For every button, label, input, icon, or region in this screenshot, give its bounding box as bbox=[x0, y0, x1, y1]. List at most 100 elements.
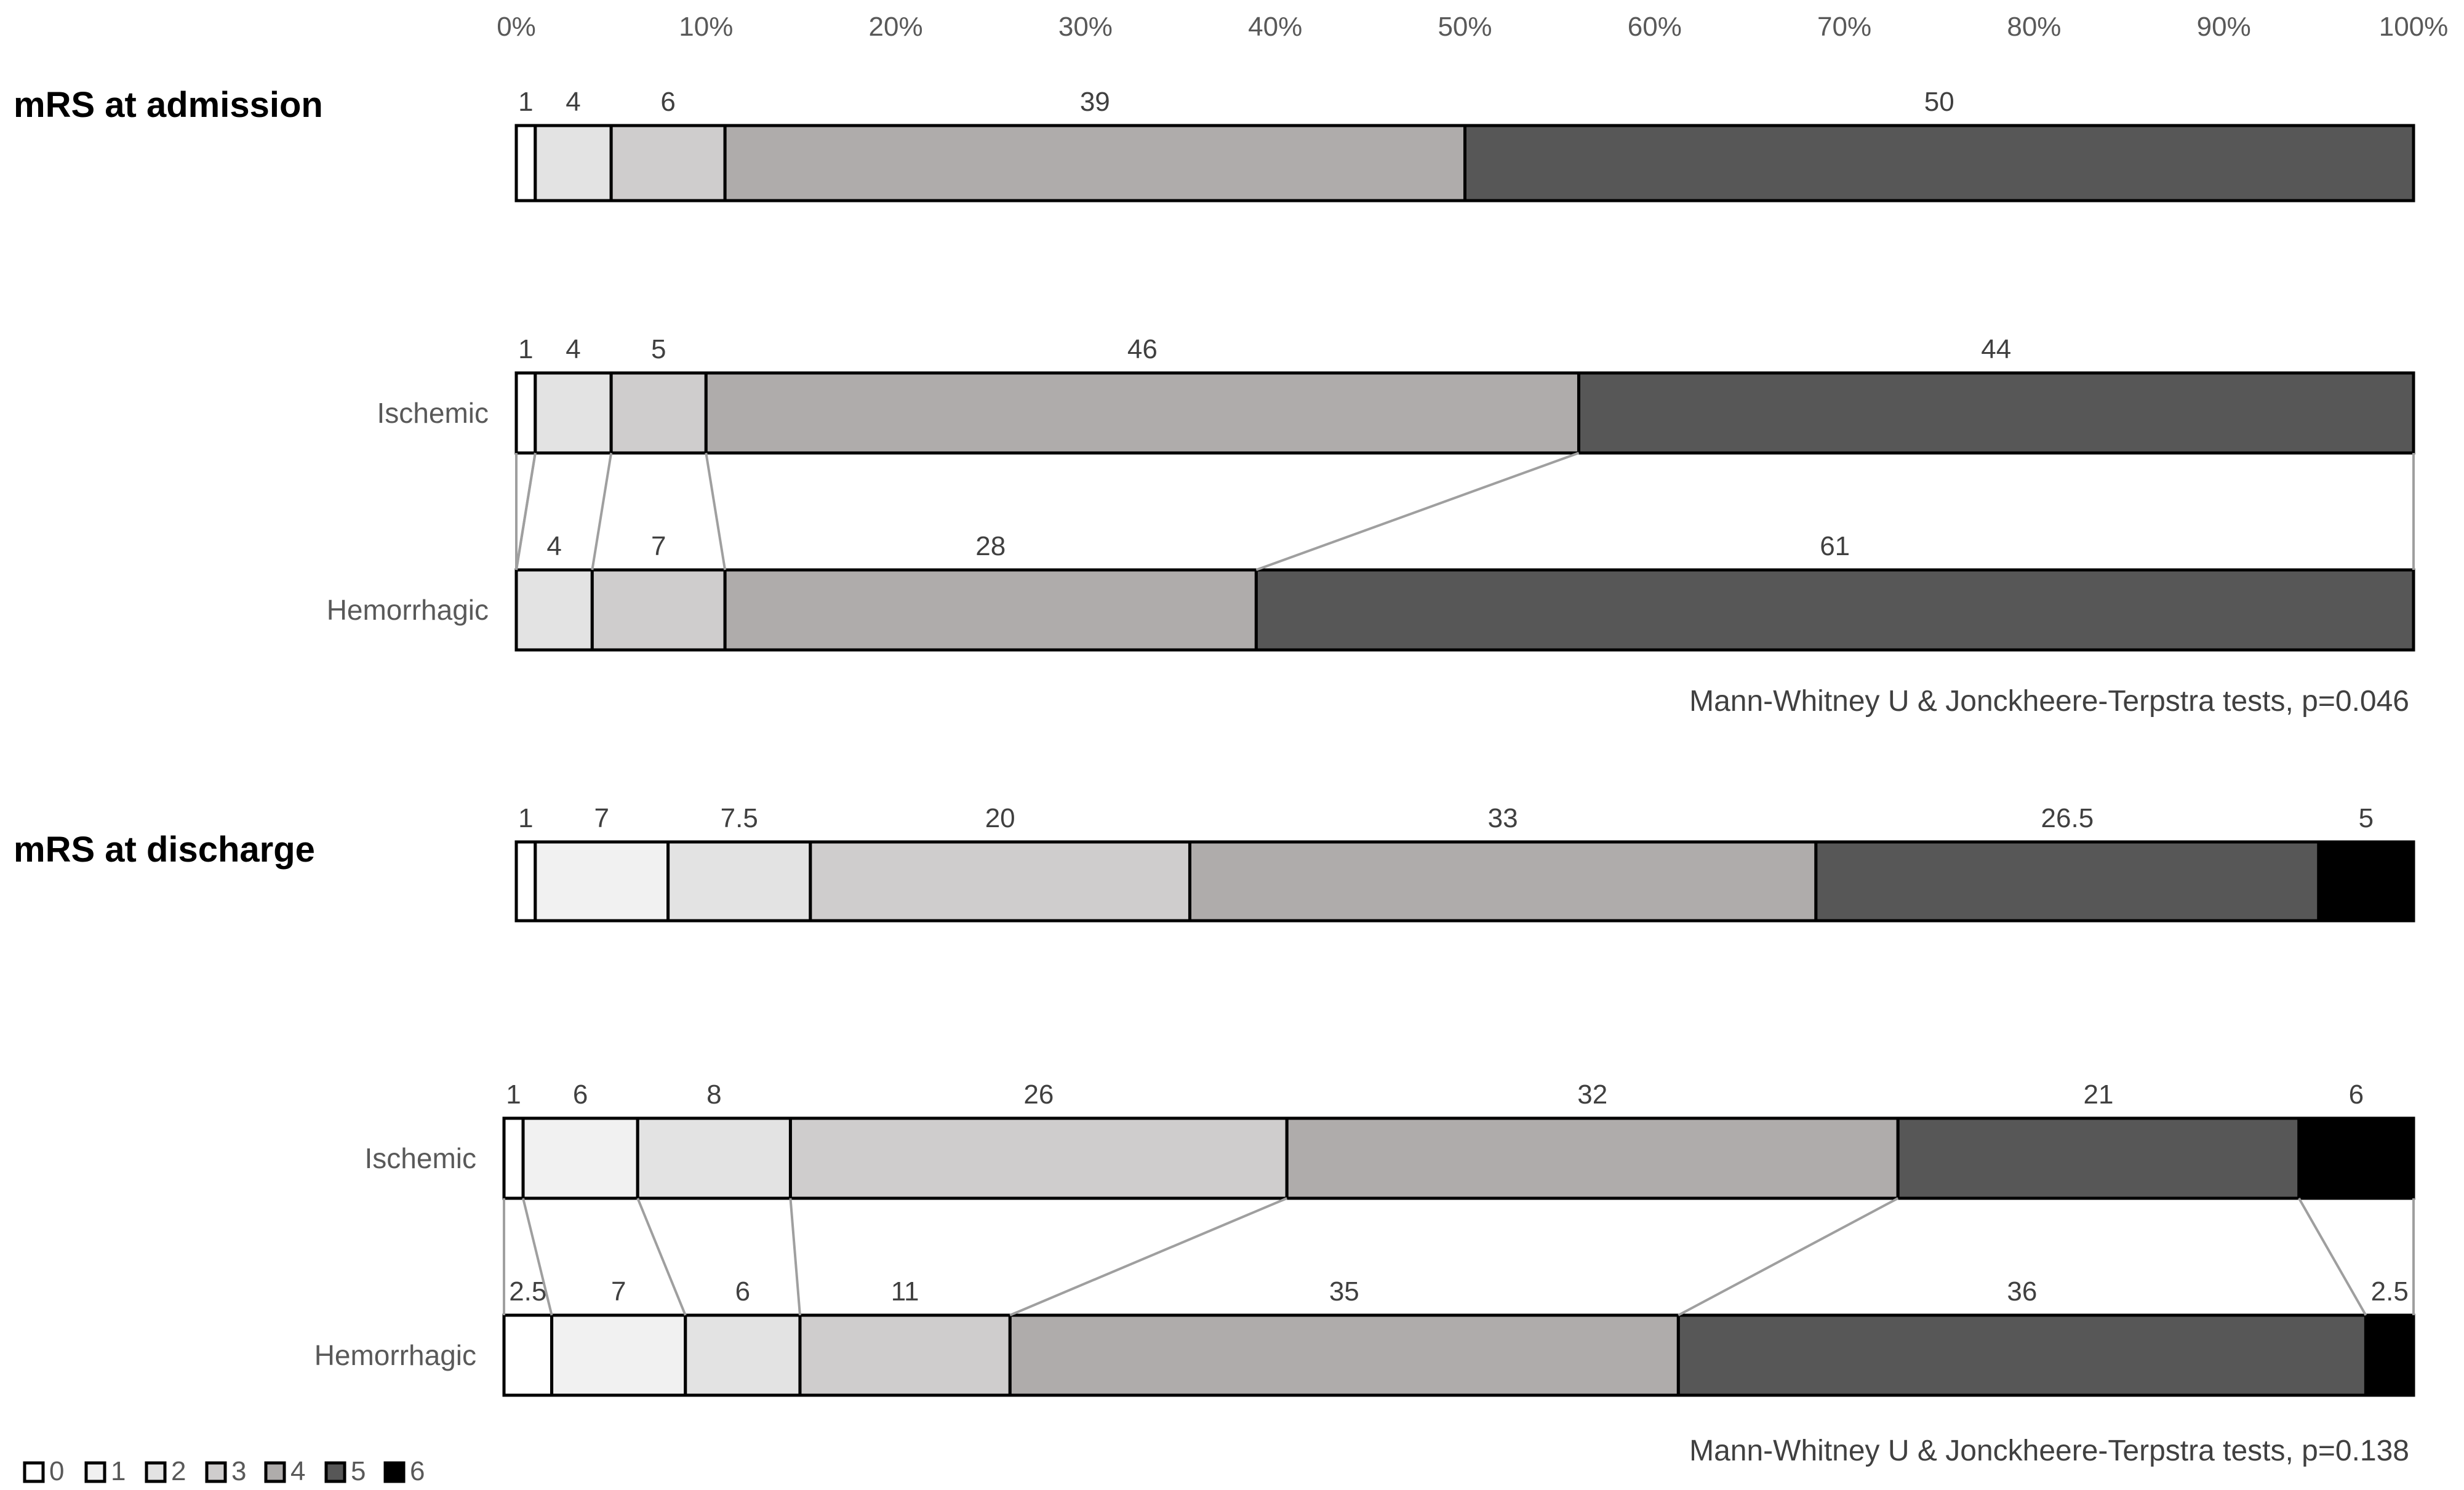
value-label: 6 bbox=[573, 1079, 588, 1110]
value-label: 46 bbox=[1127, 334, 1158, 364]
bar-segment-mrs-0 bbox=[502, 1116, 525, 1200]
test-annotation: Mann-Whitney U & Jonckheere-Terpstra tes… bbox=[1689, 685, 2409, 718]
bar-segment-mrs-5 bbox=[1577, 371, 2415, 455]
value-label: 32 bbox=[1577, 1079, 1607, 1110]
bar-segment-mrs-4 bbox=[723, 568, 1258, 652]
bar-frame bbox=[514, 371, 2415, 455]
value-label: 5 bbox=[2359, 803, 2374, 833]
legend-swatch-mrs-4 bbox=[264, 1461, 286, 1483]
value-label: 1 bbox=[518, 87, 533, 117]
x-tick-label: 60% bbox=[1628, 12, 1682, 42]
bar-segment-mrs-5 bbox=[1676, 1313, 2367, 1397]
value-label: 4 bbox=[566, 334, 580, 364]
bar-segment-mrs-4 bbox=[1188, 840, 1818, 923]
legend-label: 2 bbox=[171, 1456, 186, 1486]
legend-label: 3 bbox=[231, 1456, 246, 1486]
bar-segment-mrs-0 bbox=[514, 124, 537, 202]
bar-segment-mrs-5 bbox=[1254, 568, 2415, 652]
bar-segment-mrs-1 bbox=[550, 1313, 687, 1397]
x-tick-label: 50% bbox=[1438, 12, 1492, 42]
bar-segment-mrs-2 bbox=[636, 1116, 792, 1200]
value-label: 7 bbox=[594, 803, 609, 833]
value-label: 26.5 bbox=[2041, 803, 2094, 833]
bar-segment-mrs-6 bbox=[2317, 840, 2415, 923]
legend-label: 6 bbox=[410, 1456, 425, 1486]
bar-frame bbox=[502, 1313, 2415, 1397]
value-label: 7 bbox=[611, 1276, 626, 1307]
value-label: 28 bbox=[975, 531, 1006, 561]
value-label: 6 bbox=[735, 1276, 750, 1307]
bar-segment-mrs-4 bbox=[1008, 1313, 1680, 1397]
value-label: 50 bbox=[1924, 87, 1954, 117]
bar-frame bbox=[514, 840, 2415, 923]
legend-label: 5 bbox=[351, 1456, 366, 1486]
value-label: 35 bbox=[1329, 1276, 1359, 1307]
x-tick-label: 10% bbox=[679, 12, 733, 42]
value-label: 1 bbox=[518, 803, 533, 833]
bar-row-label: Hemorrhagic bbox=[327, 594, 489, 626]
value-label: 4 bbox=[566, 87, 580, 117]
bar-row-label: Ischemic bbox=[365, 1142, 476, 1174]
bar-segment-mrs-3 bbox=[609, 371, 708, 455]
value-label: 6 bbox=[660, 87, 675, 117]
bar-frame bbox=[514, 124, 2415, 202]
bar-segment-mrs-3 bbox=[609, 124, 727, 202]
bar-segment-mrs-5 bbox=[1463, 124, 2415, 202]
legend-swatch-mrs-1 bbox=[84, 1461, 106, 1483]
x-tick-label: 70% bbox=[1817, 12, 1871, 42]
bar-segment-mrs-3 bbox=[798, 1313, 1012, 1397]
bar-frame bbox=[514, 568, 2415, 652]
value-label: 61 bbox=[1820, 531, 1850, 561]
legend-label: 4 bbox=[290, 1456, 305, 1486]
value-label: 2.5 bbox=[509, 1276, 546, 1307]
legend-swatch-mrs-5 bbox=[324, 1461, 346, 1483]
x-tick-label: 40% bbox=[1248, 12, 1302, 42]
legend-label: 1 bbox=[111, 1456, 126, 1486]
bar-segment-mrs-4 bbox=[723, 124, 1466, 202]
connector-line bbox=[522, 1198, 553, 1316]
bar-segment-mrs-4 bbox=[704, 371, 1580, 455]
x-tick-label: 90% bbox=[2197, 12, 2251, 42]
value-label: 44 bbox=[1981, 334, 2011, 364]
bar-segment-mrs-3 bbox=[809, 840, 1191, 923]
connector-line bbox=[789, 1198, 801, 1316]
bar-segment-mrs-5 bbox=[1896, 1116, 2301, 1200]
value-label: 6 bbox=[2349, 1079, 2364, 1110]
value-label: 11 bbox=[891, 1276, 919, 1307]
value-label: 7 bbox=[651, 531, 666, 561]
bar-segment-mrs-0 bbox=[502, 1313, 554, 1397]
bar-segment-mrs-1 bbox=[521, 1116, 639, 1200]
bar-row-label: Ischemic bbox=[377, 397, 489, 429]
bar-segment-mrs-3 bbox=[788, 1116, 1289, 1200]
value-label: 7.5 bbox=[721, 803, 758, 833]
test-annotation: Mann-Whitney U & Jonckheere-Terpstra tes… bbox=[1689, 1435, 2409, 1467]
bar-segment-mrs-6 bbox=[2297, 1116, 2415, 1200]
bar-segment-mrs-1 bbox=[534, 840, 670, 923]
value-label: 8 bbox=[706, 1079, 721, 1110]
bar-segment-mrs-0 bbox=[514, 840, 537, 923]
value-label: 36 bbox=[2007, 1276, 2037, 1307]
bar-row-label: Hemorrhagic bbox=[314, 1339, 476, 1371]
value-label: 33 bbox=[1488, 803, 1518, 833]
bar-segment-mrs-4 bbox=[1285, 1116, 1900, 1200]
connector-line bbox=[1009, 1197, 1288, 1316]
bar-segment-mrs-2 bbox=[666, 840, 812, 923]
value-label: 26 bbox=[1023, 1079, 1054, 1110]
x-tick-label: 80% bbox=[2007, 12, 2061, 42]
value-label: 2.5 bbox=[2371, 1276, 2409, 1307]
bar-segment-mrs-5 bbox=[1814, 840, 2321, 923]
panel-title: mRS at discharge bbox=[14, 830, 315, 870]
connector-line bbox=[1678, 1197, 1899, 1316]
connector-line bbox=[705, 452, 727, 571]
bar-segment-mrs-2 bbox=[514, 568, 594, 652]
legend-swatch-mrs-6 bbox=[383, 1461, 406, 1483]
bar-segment-mrs-6 bbox=[2364, 1313, 2415, 1397]
panel-title: mRS at admission bbox=[14, 85, 323, 125]
value-label: 39 bbox=[1080, 87, 1110, 117]
legend-label: 0 bbox=[49, 1456, 64, 1486]
bar-segment-mrs-2 bbox=[534, 371, 613, 455]
bar-segment-mrs-2 bbox=[534, 124, 613, 202]
value-label: 5 bbox=[651, 334, 666, 364]
